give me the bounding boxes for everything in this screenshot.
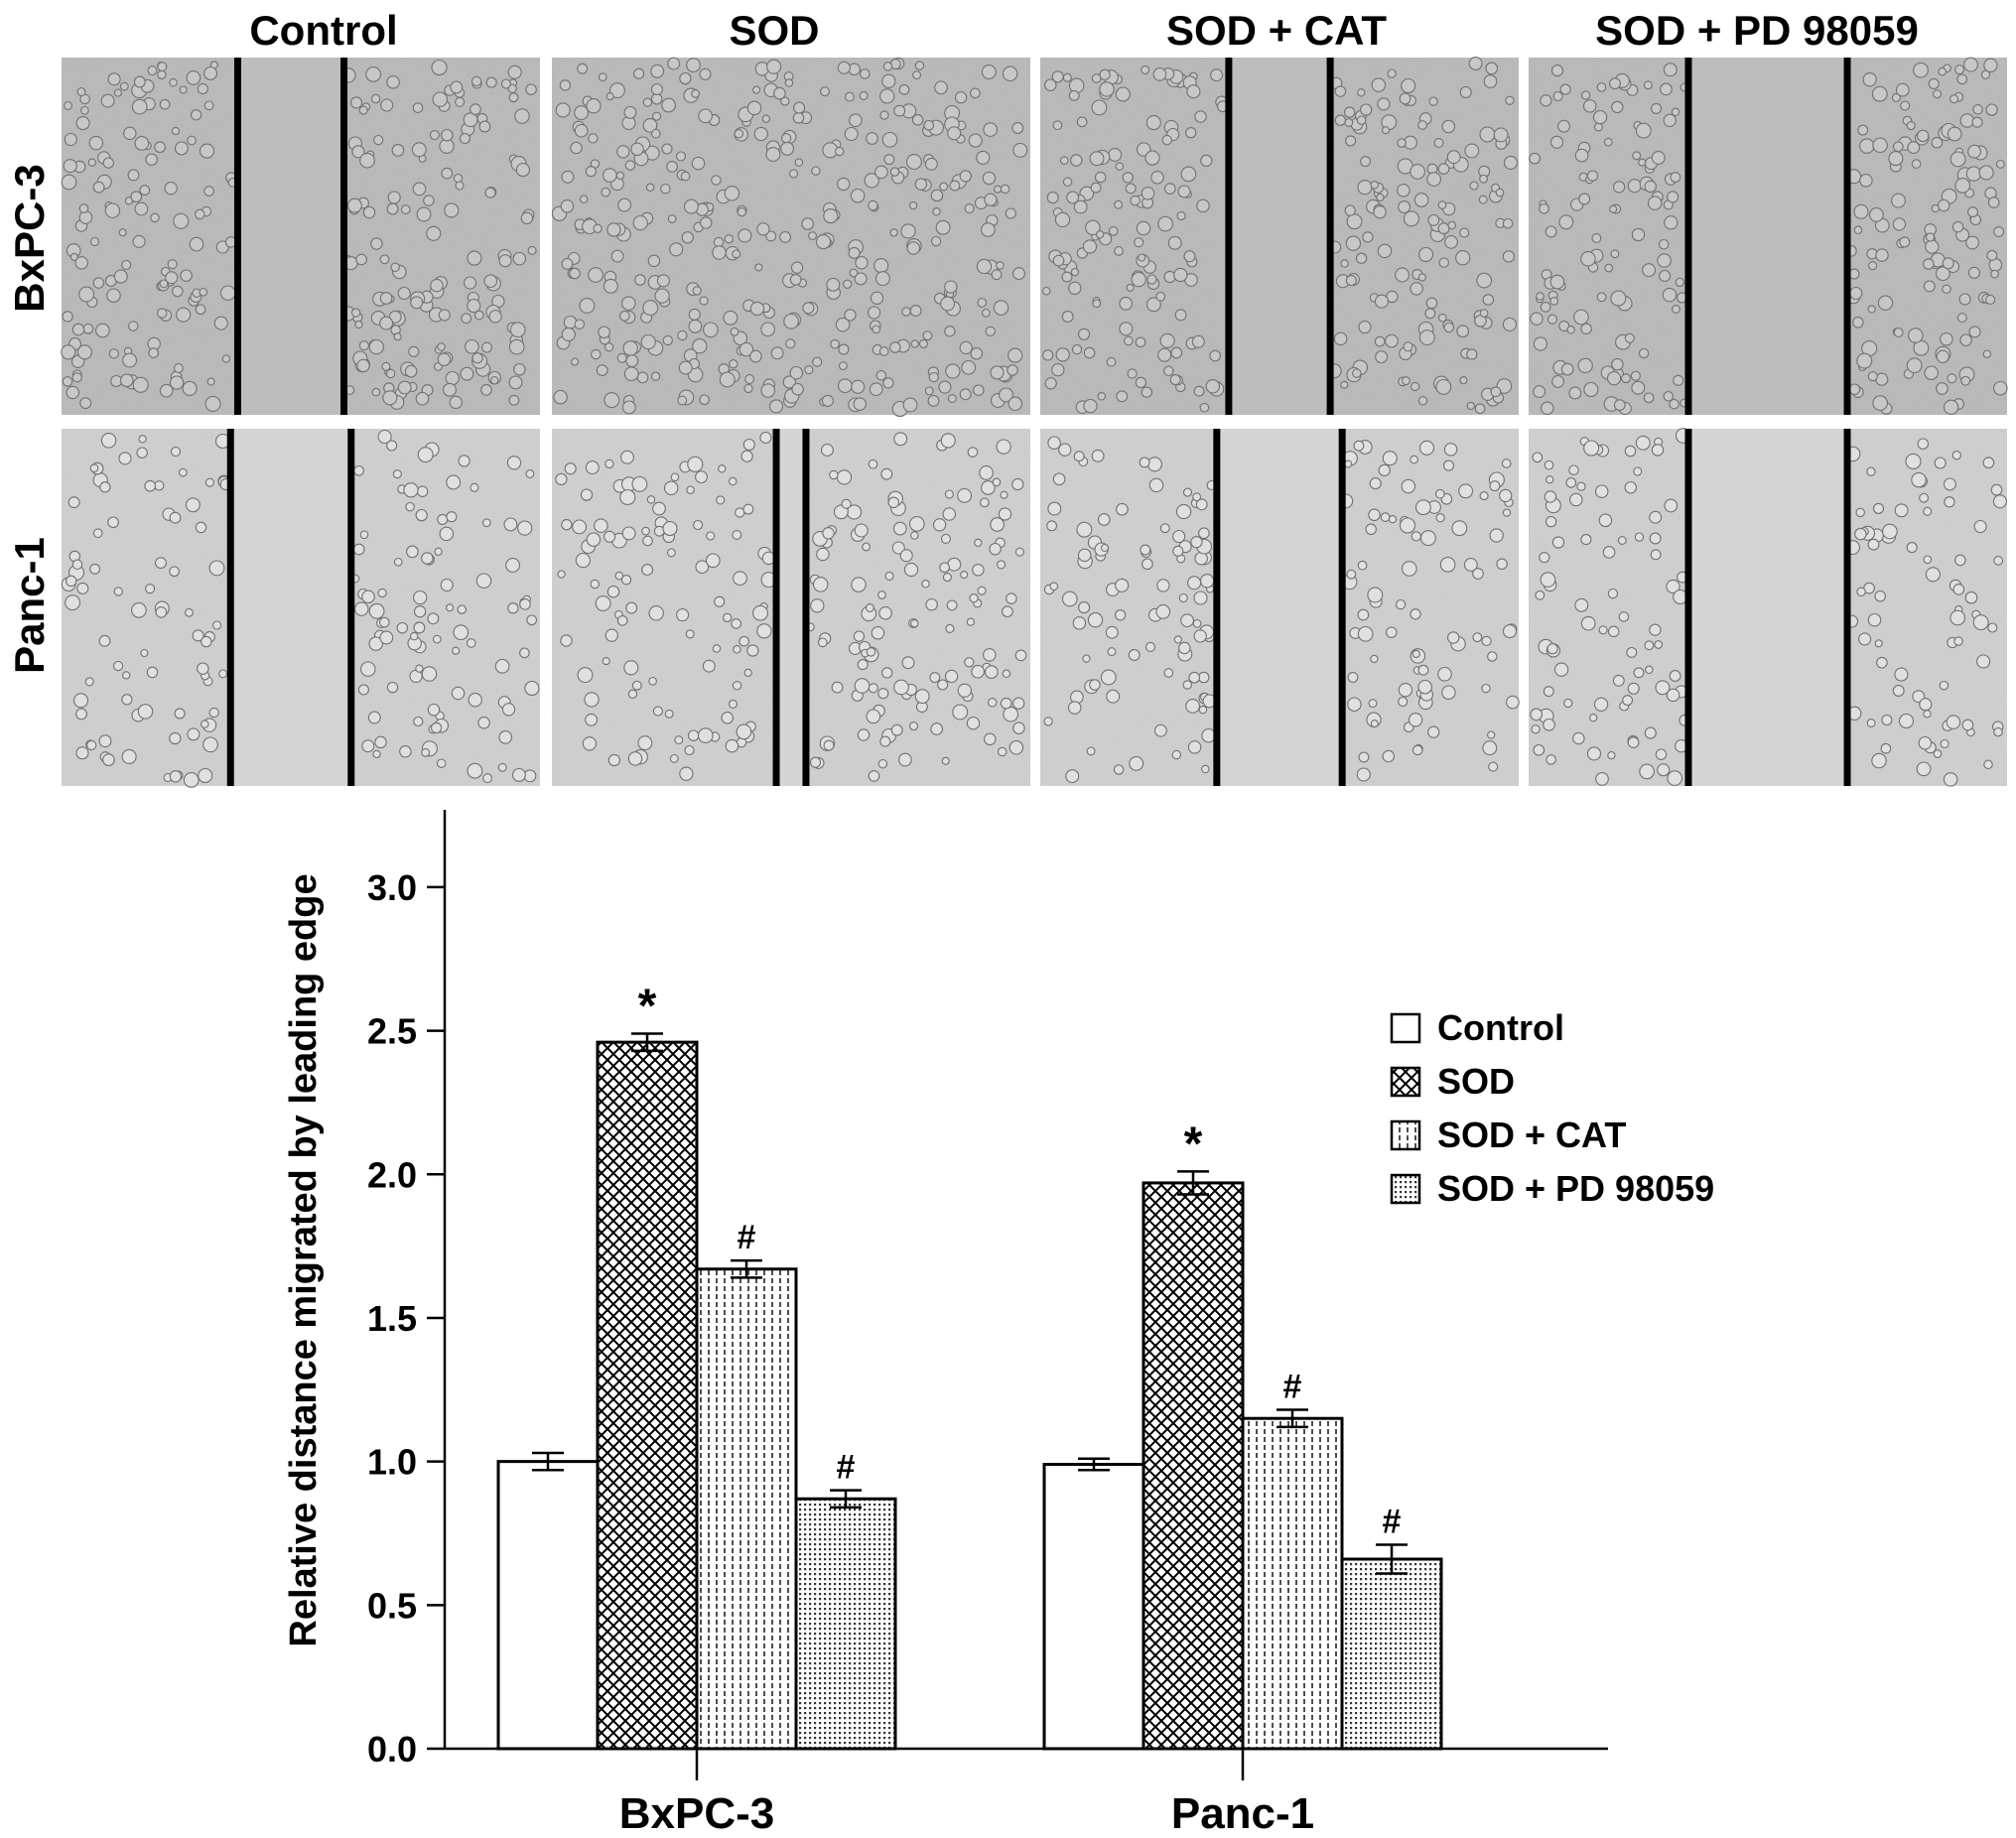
- row-header-bxpc3: BxPC-3: [6, 164, 53, 312]
- wound-edge-left: [233, 58, 241, 415]
- legend-label: SOD + PD 98059: [1437, 1168, 1714, 1209]
- wound-gap: [1217, 429, 1342, 786]
- wound-edge-left: [772, 429, 780, 786]
- micrograph-BxPC-3-Control: [61, 58, 540, 415]
- row-header-panc1: Panc-1: [6, 537, 53, 674]
- legend-label: SOD: [1437, 1061, 1515, 1102]
- legend-swatch: [1390, 1012, 1421, 1044]
- wound-edge-left: [1684, 58, 1692, 415]
- column-header-sod-cat: SOD + CAT: [1166, 7, 1387, 54]
- wound-gap: [1229, 58, 1330, 415]
- wound-edge-right: [1338, 429, 1346, 786]
- wound-edge-right: [340, 58, 348, 415]
- y-tick-label: 3.0: [367, 867, 417, 908]
- micrograph-Panc-1-Control: [61, 429, 540, 788]
- micrograph-grid: [61, 57, 2008, 788]
- significance-marker: #: [1383, 1504, 1402, 1541]
- micrograph-Panc-1-SOD: [552, 429, 1030, 786]
- wound-edge-right: [1843, 58, 1851, 415]
- legend: Control SOD SOD + CAT SOD + PD 98059: [1390, 1007, 1714, 1209]
- legend-label: Control: [1437, 1007, 1564, 1048]
- wound-gap: [776, 429, 806, 786]
- micrograph-BxPC-3-SOD + CAT: [1040, 57, 1519, 415]
- wound-edge-left: [1225, 58, 1233, 415]
- y-tick-label: 2.0: [367, 1154, 417, 1195]
- wound-gap: [1688, 58, 1847, 415]
- significance-marker: *: [638, 980, 657, 1032]
- bar: [695, 1267, 798, 1751]
- bar-series: * # # * # #: [496, 980, 1443, 1751]
- micrograph-Panc-1-SOD + PD 98059: [1529, 428, 2007, 787]
- significance-marker: *: [1184, 1117, 1203, 1170]
- micrograph-grain: [552, 58, 1030, 415]
- y-tick-label: 2.5: [367, 1011, 417, 1052]
- wound-edge-right: [1326, 58, 1334, 415]
- legend-swatch: [1390, 1066, 1421, 1098]
- row-headers: BxPC-3 Panc-1: [6, 164, 53, 674]
- x-tick-label: BxPC-3: [619, 1789, 775, 1838]
- wound-gap: [230, 429, 351, 786]
- bar: [1142, 1181, 1245, 1751]
- legend-swatch: [1390, 1173, 1421, 1205]
- y-tick-label: 1.5: [367, 1298, 417, 1339]
- bar: [1340, 1557, 1443, 1751]
- bar: [1241, 1416, 1344, 1751]
- legend-label: SOD + CAT: [1437, 1115, 1626, 1155]
- bar: [794, 1497, 897, 1751]
- significance-marker: #: [837, 1449, 856, 1487]
- bar: [1042, 1463, 1145, 1751]
- y-tick-label: 1.0: [367, 1442, 417, 1483]
- wound-edge-left: [226, 429, 234, 786]
- x-tick-label: Panc-1: [1171, 1789, 1314, 1838]
- wound-edge-right: [802, 429, 810, 786]
- wound-edge-left: [1684, 429, 1692, 786]
- micrograph-BxPC-3-SOD + PD 98059: [1529, 57, 2008, 416]
- bar: [596, 1040, 699, 1751]
- y-axis-label: Relative distance migrated by leading ed…: [283, 873, 325, 1646]
- column-header-control: Control: [249, 7, 397, 54]
- bar-chart: 0.0 0.5 1.0 1.5 2.0 2.5 3.0 BxPC-3 Panc-1 * # # * #…: [283, 810, 1714, 1838]
- micrograph-BxPC-3-SOD: [551, 57, 1030, 418]
- bar: [496, 1460, 600, 1751]
- y-tick-label: 0.5: [367, 1585, 417, 1626]
- column-headers: Control SOD SOD + CAT SOD + PD 98059: [249, 7, 1918, 54]
- wound-gap: [237, 58, 344, 415]
- legend-swatch: [1390, 1119, 1421, 1151]
- x-axis: BxPC-3 Panc-1: [445, 1747, 1608, 1838]
- significance-marker: #: [1283, 1369, 1302, 1406]
- wound-gap: [1688, 429, 1847, 786]
- wound-edge-right: [347, 429, 355, 786]
- column-header-sod: SOD: [729, 7, 819, 54]
- column-header-sod-pd98059: SOD + PD 98059: [1595, 7, 1919, 54]
- significance-marker: #: [738, 1219, 756, 1256]
- y-axis: 0.0 0.5 1.0 1.5 2.0 2.5 3.0: [367, 810, 447, 1770]
- wound-edge-left: [1213, 429, 1221, 786]
- micrograph-Panc-1-SOD + CAT: [1040, 429, 1520, 786]
- y-tick-label: 0.0: [367, 1729, 417, 1770]
- wound-edge-right: [1843, 429, 1851, 786]
